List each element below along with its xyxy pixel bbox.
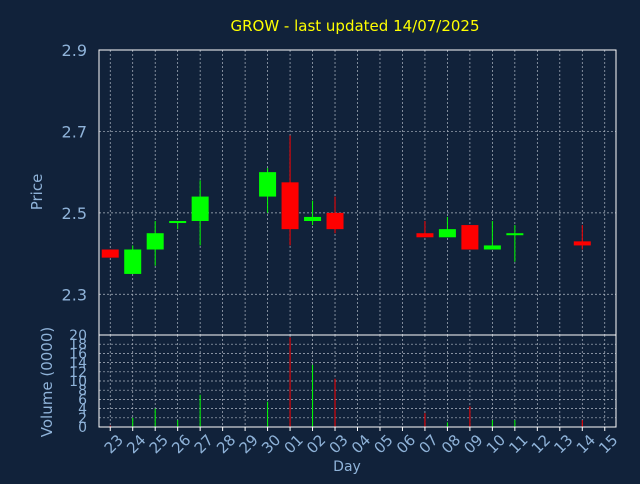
candle-body bbox=[281, 182, 299, 230]
price-tick-label: 2.5 bbox=[62, 204, 87, 223]
volume-tick-label: 16 bbox=[69, 346, 87, 362]
volume-tick-label: 4 bbox=[78, 402, 87, 418]
price-plot-frame bbox=[98, 49, 617, 336]
volume-tick-label: 12 bbox=[69, 365, 87, 381]
price-panel: 2.3 2.5 2.7 2.9 bbox=[62, 41, 617, 336]
volume-tick-label: 20 bbox=[69, 328, 87, 344]
price-axis-label: Price bbox=[28, 174, 46, 211]
day-axis-label: Day bbox=[333, 459, 361, 475]
volume-tick-label: 10 bbox=[69, 374, 87, 390]
candle-body bbox=[169, 221, 187, 224]
volume-tick-label: 18 bbox=[69, 337, 87, 353]
candle-body bbox=[259, 172, 277, 197]
price-tick-label: 2.3 bbox=[62, 285, 87, 304]
volume-tick-label: 2 bbox=[78, 411, 87, 427]
candle-body bbox=[101, 249, 119, 258]
x-tick-label: 15 bbox=[595, 431, 621, 457]
candle-body bbox=[124, 249, 142, 274]
x-tick-labels: 2324252627282930010203040506070809101112… bbox=[101, 427, 622, 457]
candle-body bbox=[416, 233, 434, 238]
chart-title: GROW - last updated 14/07/2025 bbox=[230, 17, 479, 35]
price-tick-label: 2.7 bbox=[62, 122, 87, 141]
price-tick-label: 2.9 bbox=[62, 41, 87, 60]
candle-body bbox=[304, 216, 322, 221]
volume-tick-label: 14 bbox=[69, 356, 87, 372]
candle-body bbox=[438, 229, 456, 238]
candle-body bbox=[483, 245, 501, 250]
candle-body bbox=[146, 233, 164, 250]
candle-body bbox=[191, 196, 209, 221]
volume-tick-label: 6 bbox=[78, 392, 87, 408]
candle-body bbox=[506, 233, 524, 236]
candle-body bbox=[326, 212, 344, 230]
volume-axis-label: Volume (0000) bbox=[38, 327, 56, 437]
volume-tick-label: 8 bbox=[78, 383, 87, 399]
candle-body bbox=[573, 241, 591, 246]
volume-tick-label: 0 bbox=[78, 420, 87, 436]
candle-body bbox=[461, 225, 479, 250]
